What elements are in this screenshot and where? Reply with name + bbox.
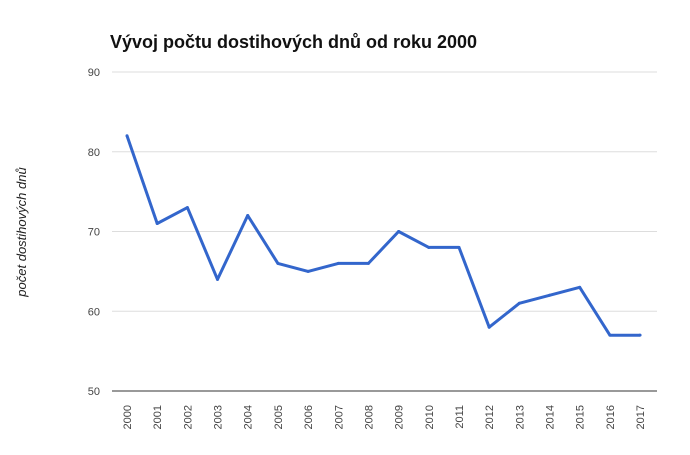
grid xyxy=(112,71,657,392)
x-tick-label: 2000 xyxy=(122,405,134,429)
data-point xyxy=(185,206,189,210)
data-point xyxy=(125,134,129,138)
data-point xyxy=(276,261,280,265)
data-point xyxy=(427,245,431,249)
x-tick-label: 2014 xyxy=(545,405,557,429)
x-tick-label: 2010 xyxy=(424,405,436,429)
x-tick-label: 2002 xyxy=(182,405,194,429)
x-tick-label: 2003 xyxy=(213,405,225,429)
data-point xyxy=(578,285,582,289)
x-tick-label: 2004 xyxy=(243,405,255,429)
y-tick-label: 70 xyxy=(88,227,100,239)
data-point xyxy=(517,301,521,305)
x-tick-label: 2012 xyxy=(484,405,496,429)
x-tick-label: 2005 xyxy=(273,405,285,429)
data-point xyxy=(487,325,491,329)
data-point xyxy=(457,245,461,249)
y-tick-label: 50 xyxy=(88,386,100,398)
data-point xyxy=(246,214,250,218)
x-tick-label: 2015 xyxy=(575,405,587,429)
chart-title: Vývoj počtu dostihových dnů od roku 2000 xyxy=(110,32,478,52)
x-tick-label: 2011 xyxy=(454,405,466,429)
y-tick-label: 80 xyxy=(88,147,100,159)
x-tick-label: 2009 xyxy=(394,405,406,429)
x-tick-label: 2013 xyxy=(514,405,526,429)
x-tick-label: 2017 xyxy=(635,405,647,429)
data-point xyxy=(397,230,401,233)
x-tick-label: 2001 xyxy=(152,405,164,429)
data-point xyxy=(366,261,370,265)
data-point xyxy=(548,293,552,297)
y-tick-label: 60 xyxy=(88,306,100,318)
series-group xyxy=(125,134,642,337)
y-axis: 50 60 70 80 90 xyxy=(88,67,100,398)
data-point xyxy=(216,277,220,281)
data-point xyxy=(336,261,340,265)
series-line xyxy=(125,135,641,337)
y-tick-label: 90 xyxy=(88,67,100,79)
x-tick-label: 2008 xyxy=(363,405,375,429)
x-tick-label: 2007 xyxy=(333,405,345,429)
data-point xyxy=(155,222,159,226)
x-axis: 2000 2001 2002 2003 2004 2005 2006 2007 2008 2009… xyxy=(122,405,647,429)
data-point xyxy=(608,333,612,337)
data-point xyxy=(638,333,642,337)
x-tick-label: 2006 xyxy=(303,405,315,429)
data-point xyxy=(306,269,310,273)
x-tick-label: 2016 xyxy=(605,405,617,429)
y-axis-label: počet dostihových dnů xyxy=(14,167,29,297)
